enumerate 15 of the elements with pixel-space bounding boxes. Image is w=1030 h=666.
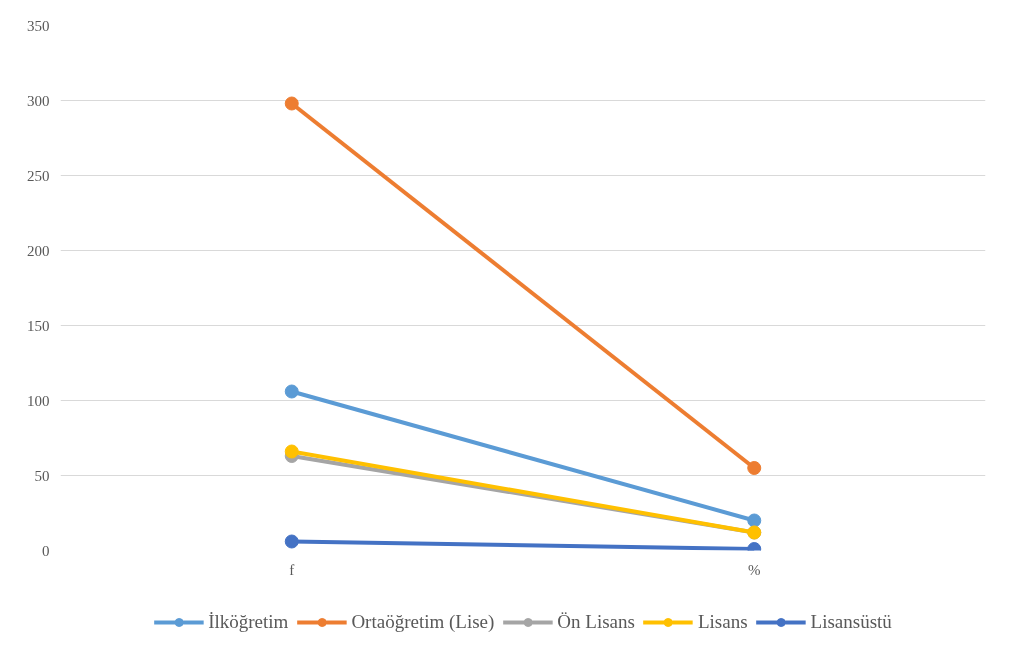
x-tick-label: % [748, 561, 761, 578]
legend-label: Ortaöğretim (Lise) [351, 611, 495, 633]
y-tick-label: 150 [27, 317, 50, 334]
y-tick-label: 300 [27, 92, 50, 109]
legend-label: Lisansüstü [810, 611, 892, 633]
y-tick-label: 0 [42, 542, 50, 559]
x-tick-label: f [289, 561, 295, 578]
y-tick-label: 200 [27, 242, 50, 259]
y-tick-label: 100 [27, 392, 50, 409]
legend-label: Lisans [697, 611, 748, 633]
y-tick-label: 250 [27, 167, 50, 184]
legend-label: İlköğretim [208, 611, 289, 633]
y-tick-label: 50 [34, 467, 50, 484]
y-tick-label: 350 [27, 17, 50, 34]
legend-label: Ön Lisans [557, 611, 635, 633]
